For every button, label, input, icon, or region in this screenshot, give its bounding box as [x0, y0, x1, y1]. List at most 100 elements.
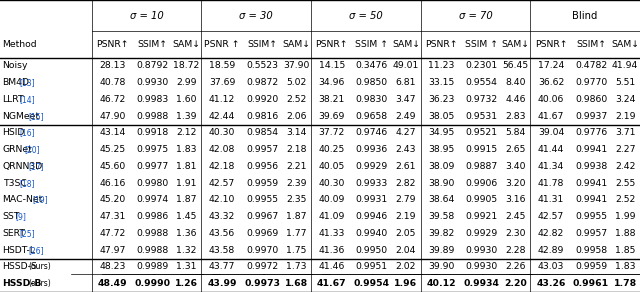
Text: 2.20: 2.20: [504, 279, 527, 288]
Text: 39.89: 39.89: [428, 246, 454, 255]
Text: SSIM↑: SSIM↑: [576, 40, 606, 49]
Text: 40.05: 40.05: [319, 162, 345, 171]
Text: 0.9658: 0.9658: [356, 112, 388, 121]
Text: σ = 70: σ = 70: [459, 11, 492, 21]
Text: 39.69: 39.69: [319, 112, 345, 121]
Text: 41.36: 41.36: [319, 246, 345, 255]
Text: 2.65: 2.65: [506, 145, 526, 154]
Text: 34.96: 34.96: [319, 78, 345, 87]
Text: SAM↓: SAM↓: [173, 40, 200, 49]
Text: 1.88: 1.88: [615, 229, 636, 238]
Text: 2.30: 2.30: [506, 229, 526, 238]
Text: 41.67: 41.67: [317, 279, 346, 288]
Text: 43.26: 43.26: [536, 279, 566, 288]
Text: 42.57: 42.57: [209, 179, 235, 188]
Text: 1.68: 1.68: [285, 279, 308, 288]
Text: 47.31: 47.31: [99, 212, 125, 221]
Text: 42.82: 42.82: [538, 229, 564, 238]
Text: 42.18: 42.18: [209, 162, 236, 171]
Text: 2.49: 2.49: [396, 112, 416, 121]
Text: 2.19: 2.19: [396, 212, 416, 221]
Text: SSIM ↑: SSIM ↑: [355, 40, 388, 49]
Text: [17]: [17]: [28, 162, 44, 171]
Text: 2.99: 2.99: [177, 78, 197, 87]
Text: 1.99: 1.99: [615, 212, 636, 221]
Text: 0.9946: 0.9946: [356, 212, 388, 221]
Text: 0.2301: 0.2301: [465, 61, 497, 70]
Text: [26]: [26]: [28, 246, 44, 255]
Text: 0.9951: 0.9951: [356, 263, 388, 271]
Text: 4.27: 4.27: [396, 128, 416, 138]
Text: 14.15: 14.15: [319, 61, 345, 70]
Text: 0.9929: 0.9929: [356, 162, 388, 171]
Text: 0.9854: 0.9854: [246, 128, 278, 138]
Text: HSSD-B: HSSD-B: [3, 279, 42, 288]
Text: σ = 50: σ = 50: [349, 11, 383, 21]
Text: 0.9941: 0.9941: [575, 145, 607, 154]
Text: (ours): (ours): [28, 279, 51, 288]
Text: 2.04: 2.04: [396, 246, 416, 255]
Text: PSNR↑: PSNR↑: [96, 40, 129, 49]
Text: 33.15: 33.15: [428, 78, 454, 87]
Text: 41.12: 41.12: [209, 95, 236, 104]
Text: 1.85: 1.85: [615, 246, 636, 255]
Text: 37.90: 37.90: [283, 61, 310, 70]
Text: 42.08: 42.08: [209, 145, 236, 154]
Text: 0.9959: 0.9959: [246, 179, 278, 188]
Text: 0.9920: 0.9920: [246, 95, 278, 104]
Text: 0.9929: 0.9929: [465, 229, 497, 238]
Text: 43.03: 43.03: [538, 263, 564, 271]
Text: 40.06: 40.06: [538, 95, 564, 104]
Text: 2.55: 2.55: [615, 179, 636, 188]
Text: 2.05: 2.05: [396, 229, 416, 238]
Text: PSNR↑: PSNR↑: [425, 40, 458, 49]
Text: 2.28: 2.28: [506, 246, 526, 255]
Text: PSNR ↑: PSNR ↑: [204, 40, 240, 49]
Text: 0.9554: 0.9554: [465, 78, 497, 87]
Text: 2.19: 2.19: [615, 112, 636, 121]
Text: 0.9957: 0.9957: [575, 229, 607, 238]
Text: HSSD-S: HSSD-S: [3, 263, 37, 271]
Text: [15]: [15]: [28, 112, 44, 121]
Text: 2.27: 2.27: [615, 145, 636, 154]
Text: 3.47: 3.47: [396, 95, 416, 104]
Text: 5.02: 5.02: [286, 78, 307, 87]
Text: 0.9933: 0.9933: [356, 179, 388, 188]
Text: 0.9988: 0.9988: [136, 229, 168, 238]
Text: [20]: [20]: [24, 145, 40, 154]
Text: 39.82: 39.82: [428, 229, 454, 238]
Text: 48.49: 48.49: [97, 279, 127, 288]
Text: 39.58: 39.58: [428, 212, 454, 221]
Text: 2.79: 2.79: [396, 195, 416, 204]
Text: 1.78: 1.78: [614, 279, 637, 288]
Text: 0.9970: 0.9970: [246, 246, 278, 255]
Text: 2.82: 2.82: [396, 179, 416, 188]
Text: 0.9906: 0.9906: [465, 179, 497, 188]
Text: 47.90: 47.90: [99, 112, 125, 121]
Text: 1.32: 1.32: [177, 246, 197, 255]
Text: 0.9937: 0.9937: [575, 112, 607, 121]
Text: 0.9930: 0.9930: [465, 263, 497, 271]
Text: 0.9905: 0.9905: [465, 195, 497, 204]
Text: 0.9746: 0.9746: [356, 128, 388, 138]
Text: 0.9918: 0.9918: [136, 128, 168, 138]
Text: T3SC: T3SC: [3, 179, 26, 188]
Text: 37.72: 37.72: [319, 128, 345, 138]
Text: 2.02: 2.02: [396, 263, 416, 271]
Text: [18]: [18]: [20, 179, 35, 188]
Text: 41.44: 41.44: [538, 145, 564, 154]
Text: 0.9975: 0.9975: [136, 145, 168, 154]
Text: 0.9921: 0.9921: [465, 212, 497, 221]
Text: 45.60: 45.60: [99, 162, 125, 171]
Text: 0.9972: 0.9972: [246, 263, 278, 271]
Text: 47.97: 47.97: [99, 246, 125, 255]
Text: 40.30: 40.30: [319, 179, 345, 188]
Text: 38.09: 38.09: [428, 162, 454, 171]
Text: LLRT: LLRT: [3, 95, 24, 104]
Text: NGMeet: NGMeet: [3, 112, 40, 121]
Text: 1.39: 1.39: [177, 112, 197, 121]
Text: 0.9872: 0.9872: [246, 78, 278, 87]
Text: 2.12: 2.12: [177, 128, 197, 138]
Text: 3.20: 3.20: [506, 179, 526, 188]
Text: 2.52: 2.52: [615, 195, 636, 204]
